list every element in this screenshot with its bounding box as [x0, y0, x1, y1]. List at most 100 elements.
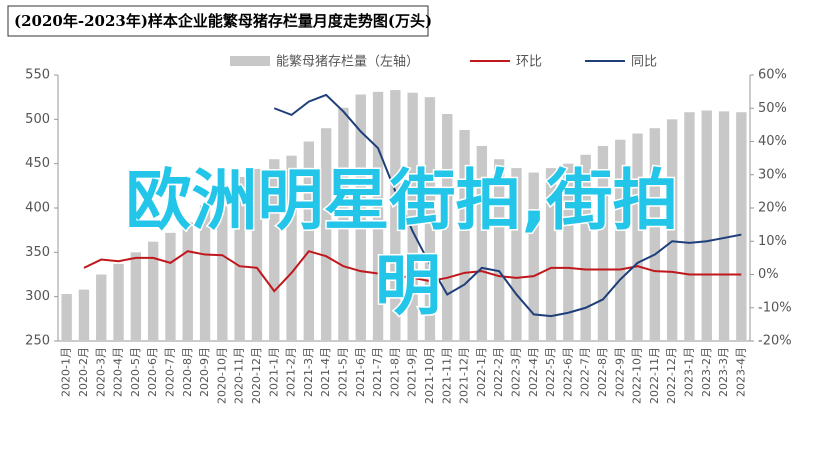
legend-label: 能繁母猪存栏量（左轴）: [276, 54, 419, 70]
bar: [493, 159, 505, 341]
x-tick-label: 2022-5月: [544, 347, 557, 397]
line: [273, 93, 742, 318]
bar: [78, 289, 90, 341]
y-tick-label: 350: [25, 245, 50, 260]
bar: [424, 97, 436, 342]
bar: [459, 129, 470, 341]
bar: [130, 252, 142, 341]
bar: [701, 110, 712, 341]
chart-title: (2020年-2023年)样本企业能繁母猪存栏量月度走势图(万头): [14, 12, 432, 30]
bar: [632, 133, 643, 341]
x-tick-label: 2020-5月: [129, 347, 142, 397]
bar: [234, 176, 245, 341]
y-tick-label: 500: [25, 112, 50, 127]
bar: [597, 145, 609, 341]
bar: [528, 172, 539, 341]
legend-label: 环比: [516, 55, 542, 70]
bar: [580, 154, 591, 341]
y-tick-label: 300: [25, 289, 50, 304]
x-tick-label: 2020-4月: [112, 347, 125, 397]
bar: [718, 111, 730, 341]
bar: [113, 263, 124, 341]
x-tick-label: 2021-11月: [440, 347, 453, 404]
x-tick-label: 2022-3月: [509, 347, 522, 397]
x-tick-label: 2021-1月: [267, 347, 280, 397]
bar: [286, 155, 297, 341]
bar: [320, 128, 332, 341]
y2-tick-label: -20%: [758, 334, 792, 349]
x-tick-label: 2021-6月: [354, 347, 367, 397]
bar: [199, 205, 211, 341]
x-tick-label: 2021-5月: [336, 347, 349, 397]
bar: [338, 107, 349, 341]
y-tick-label: 450: [25, 156, 50, 171]
legend-label: 同比: [631, 55, 657, 70]
x-tick-label: 2021-2月: [285, 347, 298, 397]
x-tick-label: 2023-4月: [734, 347, 747, 397]
bar: [476, 145, 488, 341]
bar: [407, 92, 418, 341]
bar: [269, 159, 280, 341]
bar: [684, 112, 695, 342]
y2-tick-label: 50%: [758, 101, 787, 116]
bar: [251, 168, 263, 341]
bar: [61, 294, 72, 341]
x-tick-label: 2020-7月: [163, 347, 176, 397]
x-tick-label: 2020-1月: [60, 347, 73, 397]
x-tick-label: 2022-9月: [613, 347, 626, 397]
y-tick-label: 400: [25, 201, 50, 216]
x-tick-label: 2021-9月: [406, 347, 419, 397]
y2-tick-label: 0%: [758, 267, 779, 282]
bar: [563, 163, 574, 341]
x-tick-label: 2021-4月: [319, 347, 332, 397]
x-tick-label: 2023-3月: [717, 347, 730, 397]
bar: [182, 222, 193, 341]
x-tick-label: 2020-10月: [215, 347, 228, 404]
y2-tick-label: 10%: [758, 234, 787, 249]
x-tick-label: 2022-12月: [665, 347, 678, 404]
x-tick-label: 2021-10月: [423, 347, 436, 404]
bar: [545, 168, 557, 341]
x-tick-label: 2020-11月: [233, 347, 246, 404]
x-tick-label: 2022-6月: [561, 347, 574, 397]
overlay-text: 明: [375, 247, 441, 324]
x-tick-label: 2023-1月: [682, 347, 695, 397]
bar: [165, 232, 176, 341]
bar: [736, 112, 747, 342]
bar: [147, 241, 159, 341]
x-tick-label: 2022-2月: [492, 347, 505, 397]
x-tick-label: 2020-9月: [198, 347, 211, 397]
x-tick-label: 2022-8月: [596, 347, 609, 397]
x-tick-label: 2022-1月: [475, 347, 488, 397]
y2-tick-label: 60%: [758, 68, 787, 83]
y2-tick-label: 30%: [758, 167, 787, 182]
x-tick-label: 2022-10月: [631, 347, 644, 404]
y-tick-label: 550: [25, 68, 50, 83]
x-tick-label: 2020-6月: [146, 347, 159, 397]
legend-swatch: [230, 56, 270, 66]
x-tick-label: 2021-12月: [458, 347, 471, 404]
overlay-text: 欧洲明星街拍,街拍: [125, 162, 678, 239]
bar: [649, 128, 661, 341]
bar: [666, 119, 678, 341]
x-tick-label: 2021-3月: [302, 347, 315, 397]
bar: [442, 114, 453, 341]
x-tick-label: 2020-2月: [77, 347, 90, 397]
y2-tick-label: 20%: [758, 201, 787, 216]
bar: [511, 168, 522, 341]
y-tick-label: 250: [25, 334, 50, 349]
x-tick-label: 2020-12月: [250, 347, 263, 404]
y2-tick-label: -10%: [758, 300, 792, 315]
x-tick-label: 2023-2月: [700, 347, 713, 397]
x-tick-label: 2020-8月: [181, 347, 194, 397]
x-tick-label: 2022-11月: [648, 347, 661, 404]
x-tick-label: 2022-4月: [527, 347, 540, 397]
bar: [303, 141, 315, 341]
bar: [96, 274, 107, 341]
x-tick-label: 2021-7月: [371, 347, 384, 397]
bar: [217, 190, 228, 341]
bar: [615, 139, 626, 341]
bar: [390, 90, 401, 341]
x-tick-label: 2020-3月: [94, 347, 107, 397]
